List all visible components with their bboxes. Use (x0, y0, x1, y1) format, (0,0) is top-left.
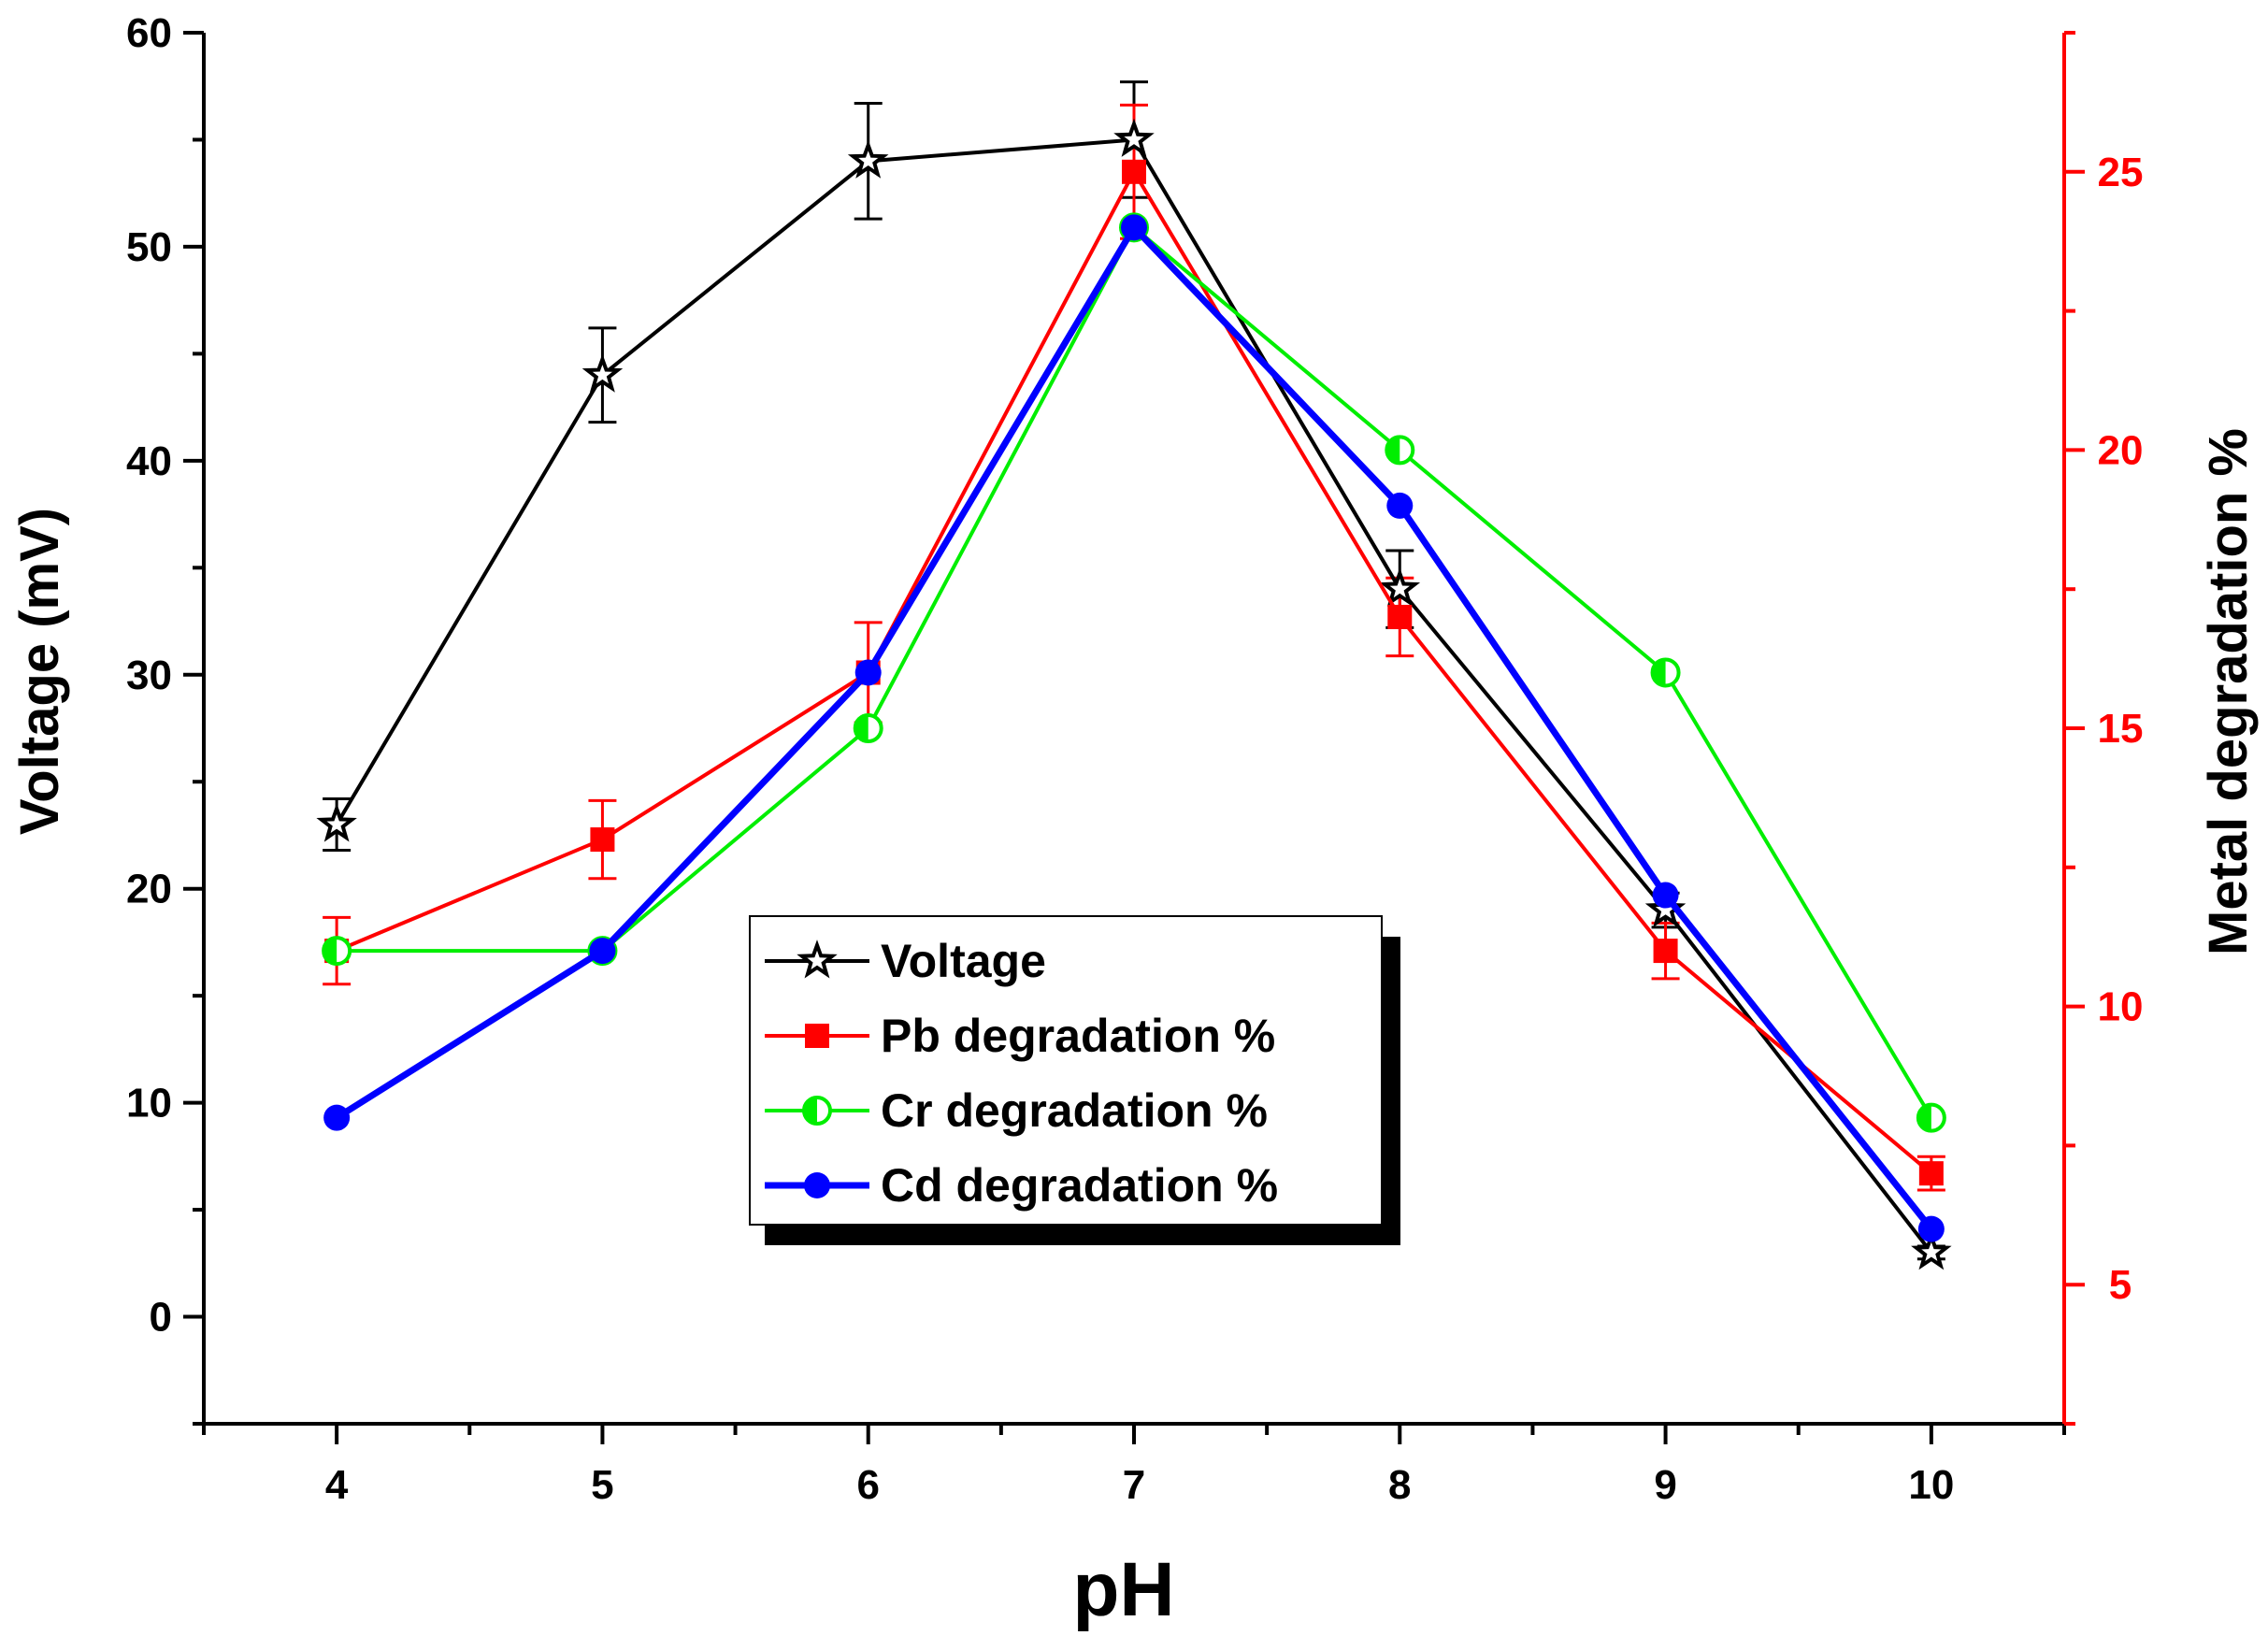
labels-layer: pH Voltage (mV) Metal degradation % (9, 428, 2259, 1632)
data-point (1379, 567, 1421, 607)
data-point (1911, 1231, 1952, 1270)
data-point (853, 713, 883, 743)
y-right-tick-label: 10 (2098, 984, 2144, 1030)
data-point (581, 353, 624, 393)
y-right-tick-label: 15 (2098, 706, 2144, 752)
y-left-tick-label: 40 (126, 438, 172, 484)
marker-half-fill (804, 1098, 817, 1124)
legend-label: Pb degradation % (881, 1010, 1275, 1062)
x-tick-label: 7 (1123, 1462, 1145, 1508)
data-point (590, 827, 615, 853)
legend-marker (805, 1024, 829, 1048)
data-point (1122, 159, 1146, 184)
legend-marker (797, 940, 838, 979)
marker-half-fill (323, 938, 337, 965)
legend-label: Cd degradation % (881, 1159, 1278, 1212)
data-point (854, 659, 882, 686)
x-axis-title: pH (1072, 1547, 1174, 1632)
data-point (316, 803, 357, 842)
data-point (1650, 657, 1681, 688)
legend-label: Cr degradation % (881, 1084, 1268, 1137)
x-tick-label: 10 (1908, 1462, 1954, 1508)
x-tick-label: 4 (325, 1462, 349, 1508)
data-point (589, 938, 616, 965)
y-right-tick-label: 25 (2098, 150, 2144, 195)
marker-half-fill (1917, 1104, 1931, 1131)
data-point (1652, 882, 1679, 909)
data-point (1917, 1215, 1945, 1242)
y-right-tick-label: 20 (2098, 427, 2144, 473)
x-tick-label: 9 (1654, 1462, 1676, 1508)
marker-half-fill (854, 715, 868, 741)
y-left-tick-label: 30 (126, 653, 172, 698)
legend-label: Voltage (881, 935, 1046, 987)
y-left-tick-label: 0 (150, 1295, 172, 1341)
x-tick-label: 8 (1388, 1462, 1411, 1508)
y-left-tick-label: 60 (126, 10, 172, 56)
y-left-tick-label: 10 (126, 1081, 172, 1126)
data-point (1386, 492, 1414, 519)
y-left-tick-label: 20 (126, 867, 172, 912)
data-point (1916, 1102, 1946, 1133)
data-point (323, 1104, 351, 1131)
legend-box (749, 915, 1383, 1226)
x-tick-label: 5 (591, 1462, 613, 1508)
series-layer (316, 118, 1952, 1270)
y-axis-right-title: Metal degradation % (2198, 428, 2259, 955)
legend-marker (804, 1172, 830, 1198)
data-point (1113, 118, 1155, 157)
x-tick-label: 6 (856, 1462, 879, 1508)
y-right-tick-label: 5 (2109, 1262, 2132, 1308)
marker-half-fill (1386, 437, 1400, 464)
data-point (1653, 939, 1678, 964)
axes-layer: 4 5 6 7 8 9 10 0 10 20 30 40 50 60 5 10 15 20 25 (126, 10, 2143, 1508)
marker-half-fill (1652, 659, 1666, 686)
data-point (1121, 214, 1147, 241)
data-point (1918, 1161, 1944, 1186)
data-point (1385, 435, 1415, 466)
data-point (322, 936, 352, 967)
y-left-tick-label: 50 (126, 224, 172, 270)
legend-marker (802, 1096, 832, 1126)
legend: Voltage Pb degradation % Cr degradation % C… (749, 915, 1400, 1245)
data-point (1387, 604, 1413, 629)
data-point (847, 139, 889, 179)
y-axis-left-title: Voltage (mV) (9, 508, 70, 835)
